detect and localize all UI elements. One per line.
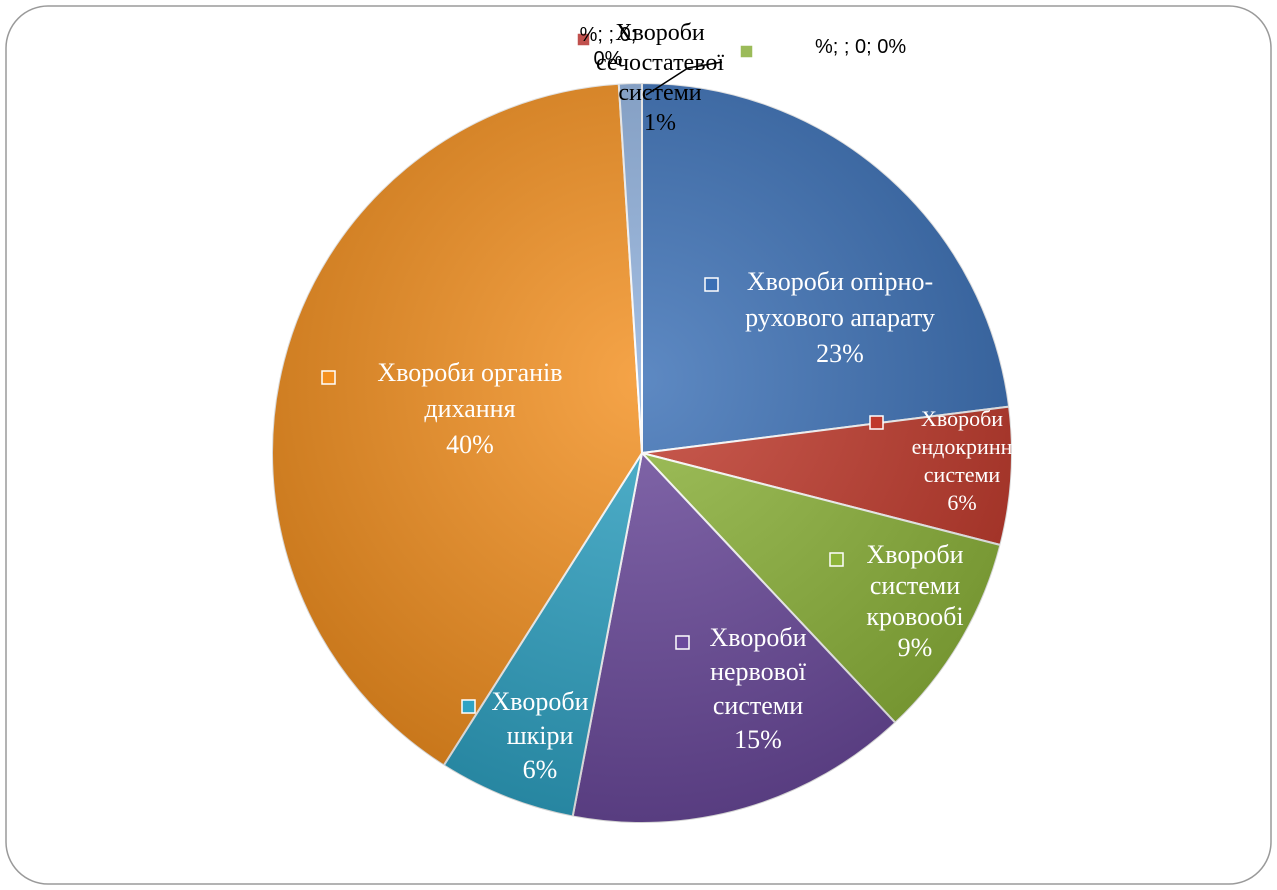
- slice-label-line: %; ; 0;: [580, 24, 637, 46]
- slice-label-line: системи: [618, 80, 701, 106]
- slice-label-line: 0%: [594, 48, 623, 70]
- slice-label-line: 1%: [644, 110, 676, 136]
- slice-label-line: Хвороби органів: [377, 358, 562, 387]
- slice-label-line: Хвороби: [615, 20, 705, 46]
- slice-label-line: %; ; 0; 0%: [815, 36, 906, 58]
- slice-label-line: ендокринн: [912, 434, 1013, 459]
- slice-label-4: Хвороби нервової системи 15%: [709, 623, 806, 754]
- legend-marker-5: [461, 699, 476, 714]
- slice-label-line: системи: [713, 691, 803, 720]
- slice-label-line: 40%: [446, 430, 494, 459]
- slice-label-line: 6%: [523, 755, 558, 784]
- slice-label-line: системи: [870, 571, 960, 600]
- slice-label-2: Хвороби ендокринн системи 6%: [912, 406, 1013, 515]
- slice-label-6: Хвороби органів дихання 40%: [377, 358, 562, 459]
- slice-label-3: Хвороби системи кровообі 9%: [866, 540, 963, 662]
- slice-label-line: Хвороби опірно-: [747, 267, 933, 296]
- slice-label-line: 6%: [947, 490, 976, 515]
- slice-label-8: %; ; 0; 0%: [580, 24, 637, 70]
- slice-label-line: Хвороби: [491, 687, 588, 716]
- legend-marker-9: [739, 44, 754, 59]
- slice-label-5: Хвороби шкіри 6%: [491, 687, 588, 784]
- slice-label-line: системи: [924, 462, 1001, 487]
- legend-marker-6: [321, 370, 336, 385]
- slice-label-line: 23%: [816, 339, 864, 368]
- slice-label-line: сечостатевої: [596, 50, 724, 76]
- slice-label-7: Хвороби сечостатевої системи 1%: [596, 20, 724, 136]
- slice-label-line: кровообі: [866, 602, 963, 631]
- legend-marker-8: [576, 32, 591, 47]
- pie-slices: [271, 81, 1013, 824]
- slice-label-line: нервової: [710, 657, 807, 686]
- slice-label-1: Хвороби опірно-рухового апарату 23%: [745, 267, 935, 368]
- slice-label-line: Хвороби: [921, 406, 1003, 431]
- legend-marker-4: [675, 635, 690, 650]
- legend-marker-1: [704, 277, 719, 292]
- leader-line: [645, 61, 723, 96]
- slice-label-line: дихання: [424, 394, 515, 423]
- slice-label-line: рухового апарату: [745, 303, 935, 332]
- slice-label-line: 15%: [734, 725, 782, 754]
- slice-label-line: Хвороби: [866, 540, 963, 569]
- legend-marker-2: [869, 415, 884, 430]
- slice-label-line: Хвороби: [709, 623, 806, 652]
- slice-label-line: шкіри: [507, 721, 574, 750]
- slice-label-line: 9%: [898, 633, 933, 662]
- legend-marker-3: [829, 552, 844, 567]
- slice-labels: Хвороби опірно-рухового апарату 23%Хвороб…: [321, 20, 1013, 784]
- slice-label-9: %; ; 0; 0%: [815, 36, 906, 58]
